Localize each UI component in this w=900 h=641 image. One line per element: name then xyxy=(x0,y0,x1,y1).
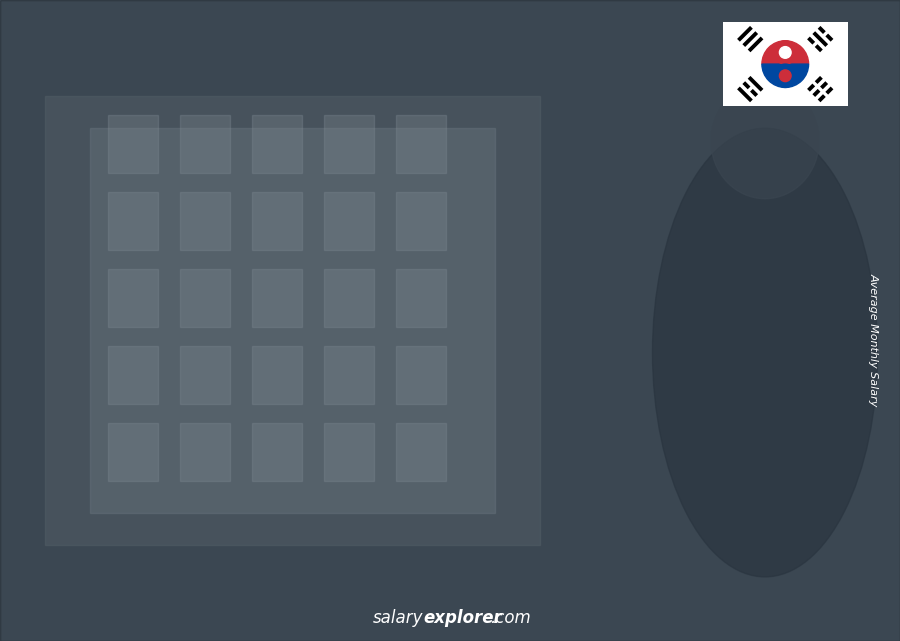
Bar xyxy=(725,224,800,564)
Ellipse shape xyxy=(711,83,819,199)
Text: 3,140,000 KRW: 3,140,000 KRW xyxy=(705,246,807,258)
Text: 2,730,000 KRW: 2,730,000 KRW xyxy=(448,290,550,303)
Text: .com: .com xyxy=(491,609,531,627)
Bar xyxy=(396,269,446,327)
Bar xyxy=(108,115,158,173)
Bar xyxy=(468,268,543,564)
Bar xyxy=(324,346,374,404)
Wedge shape xyxy=(762,64,808,87)
Circle shape xyxy=(774,64,796,87)
Text: explorer: explorer xyxy=(423,609,502,627)
Bar xyxy=(468,268,543,273)
Bar xyxy=(180,423,230,481)
Bar xyxy=(796,224,799,564)
Bar xyxy=(211,376,285,564)
Bar xyxy=(597,241,671,564)
Text: Salary Comparison By Experience: Salary Comparison By Experience xyxy=(4,56,554,85)
Bar xyxy=(538,268,542,564)
Text: 2,980,000 KRW: 2,980,000 KRW xyxy=(577,263,679,276)
Bar xyxy=(597,241,602,564)
Circle shape xyxy=(779,70,791,81)
Bar xyxy=(180,346,230,404)
Ellipse shape xyxy=(652,128,878,577)
Bar xyxy=(252,346,302,404)
Text: +5%: +5% xyxy=(658,143,707,162)
Circle shape xyxy=(774,41,796,64)
Bar xyxy=(252,192,302,250)
Bar xyxy=(339,320,345,564)
Bar xyxy=(396,115,446,173)
Text: salary: salary xyxy=(373,609,423,627)
Text: +30%: +30% xyxy=(266,253,328,271)
Circle shape xyxy=(779,47,791,58)
Bar xyxy=(252,115,302,173)
Bar xyxy=(597,241,671,246)
Bar xyxy=(211,376,285,380)
Bar xyxy=(82,424,157,564)
Bar xyxy=(82,424,87,564)
Bar xyxy=(252,423,302,481)
Bar xyxy=(108,346,158,404)
Bar xyxy=(339,320,414,325)
Bar xyxy=(252,269,302,327)
Text: Average Monthly Salary: Average Monthly Salary xyxy=(868,273,878,406)
Bar xyxy=(468,268,473,564)
Circle shape xyxy=(762,41,808,87)
Bar xyxy=(339,320,414,564)
Bar xyxy=(396,423,446,481)
Bar xyxy=(725,224,731,564)
Bar xyxy=(152,424,156,564)
Text: 1,290,000 KRW: 1,290,000 KRW xyxy=(113,394,215,407)
Bar xyxy=(180,269,230,327)
Bar xyxy=(108,192,158,250)
Bar xyxy=(324,269,374,327)
Bar xyxy=(396,192,446,250)
Text: +34%: +34% xyxy=(137,312,200,331)
Bar xyxy=(180,115,230,173)
Bar xyxy=(281,376,284,564)
Text: 2,250,000 KRW: 2,250,000 KRW xyxy=(320,342,421,355)
Bar xyxy=(108,269,158,327)
Bar xyxy=(180,192,230,250)
Bar xyxy=(45,96,540,545)
Bar xyxy=(211,376,216,564)
Bar xyxy=(90,128,495,513)
Bar xyxy=(324,115,374,173)
Bar xyxy=(396,346,446,404)
Bar xyxy=(324,423,374,481)
Bar xyxy=(667,241,670,564)
Text: Furniture Sales Associate: Furniture Sales Associate xyxy=(4,103,248,122)
Bar xyxy=(82,424,157,429)
Bar xyxy=(324,192,374,250)
Bar xyxy=(725,224,800,229)
Text: +9%: +9% xyxy=(529,165,579,184)
Wedge shape xyxy=(762,41,808,64)
Bar xyxy=(410,320,413,564)
Text: +21%: +21% xyxy=(394,196,457,215)
Text: 1,740,000 KRW: 1,740,000 KRW xyxy=(191,397,292,410)
Bar xyxy=(108,423,158,481)
